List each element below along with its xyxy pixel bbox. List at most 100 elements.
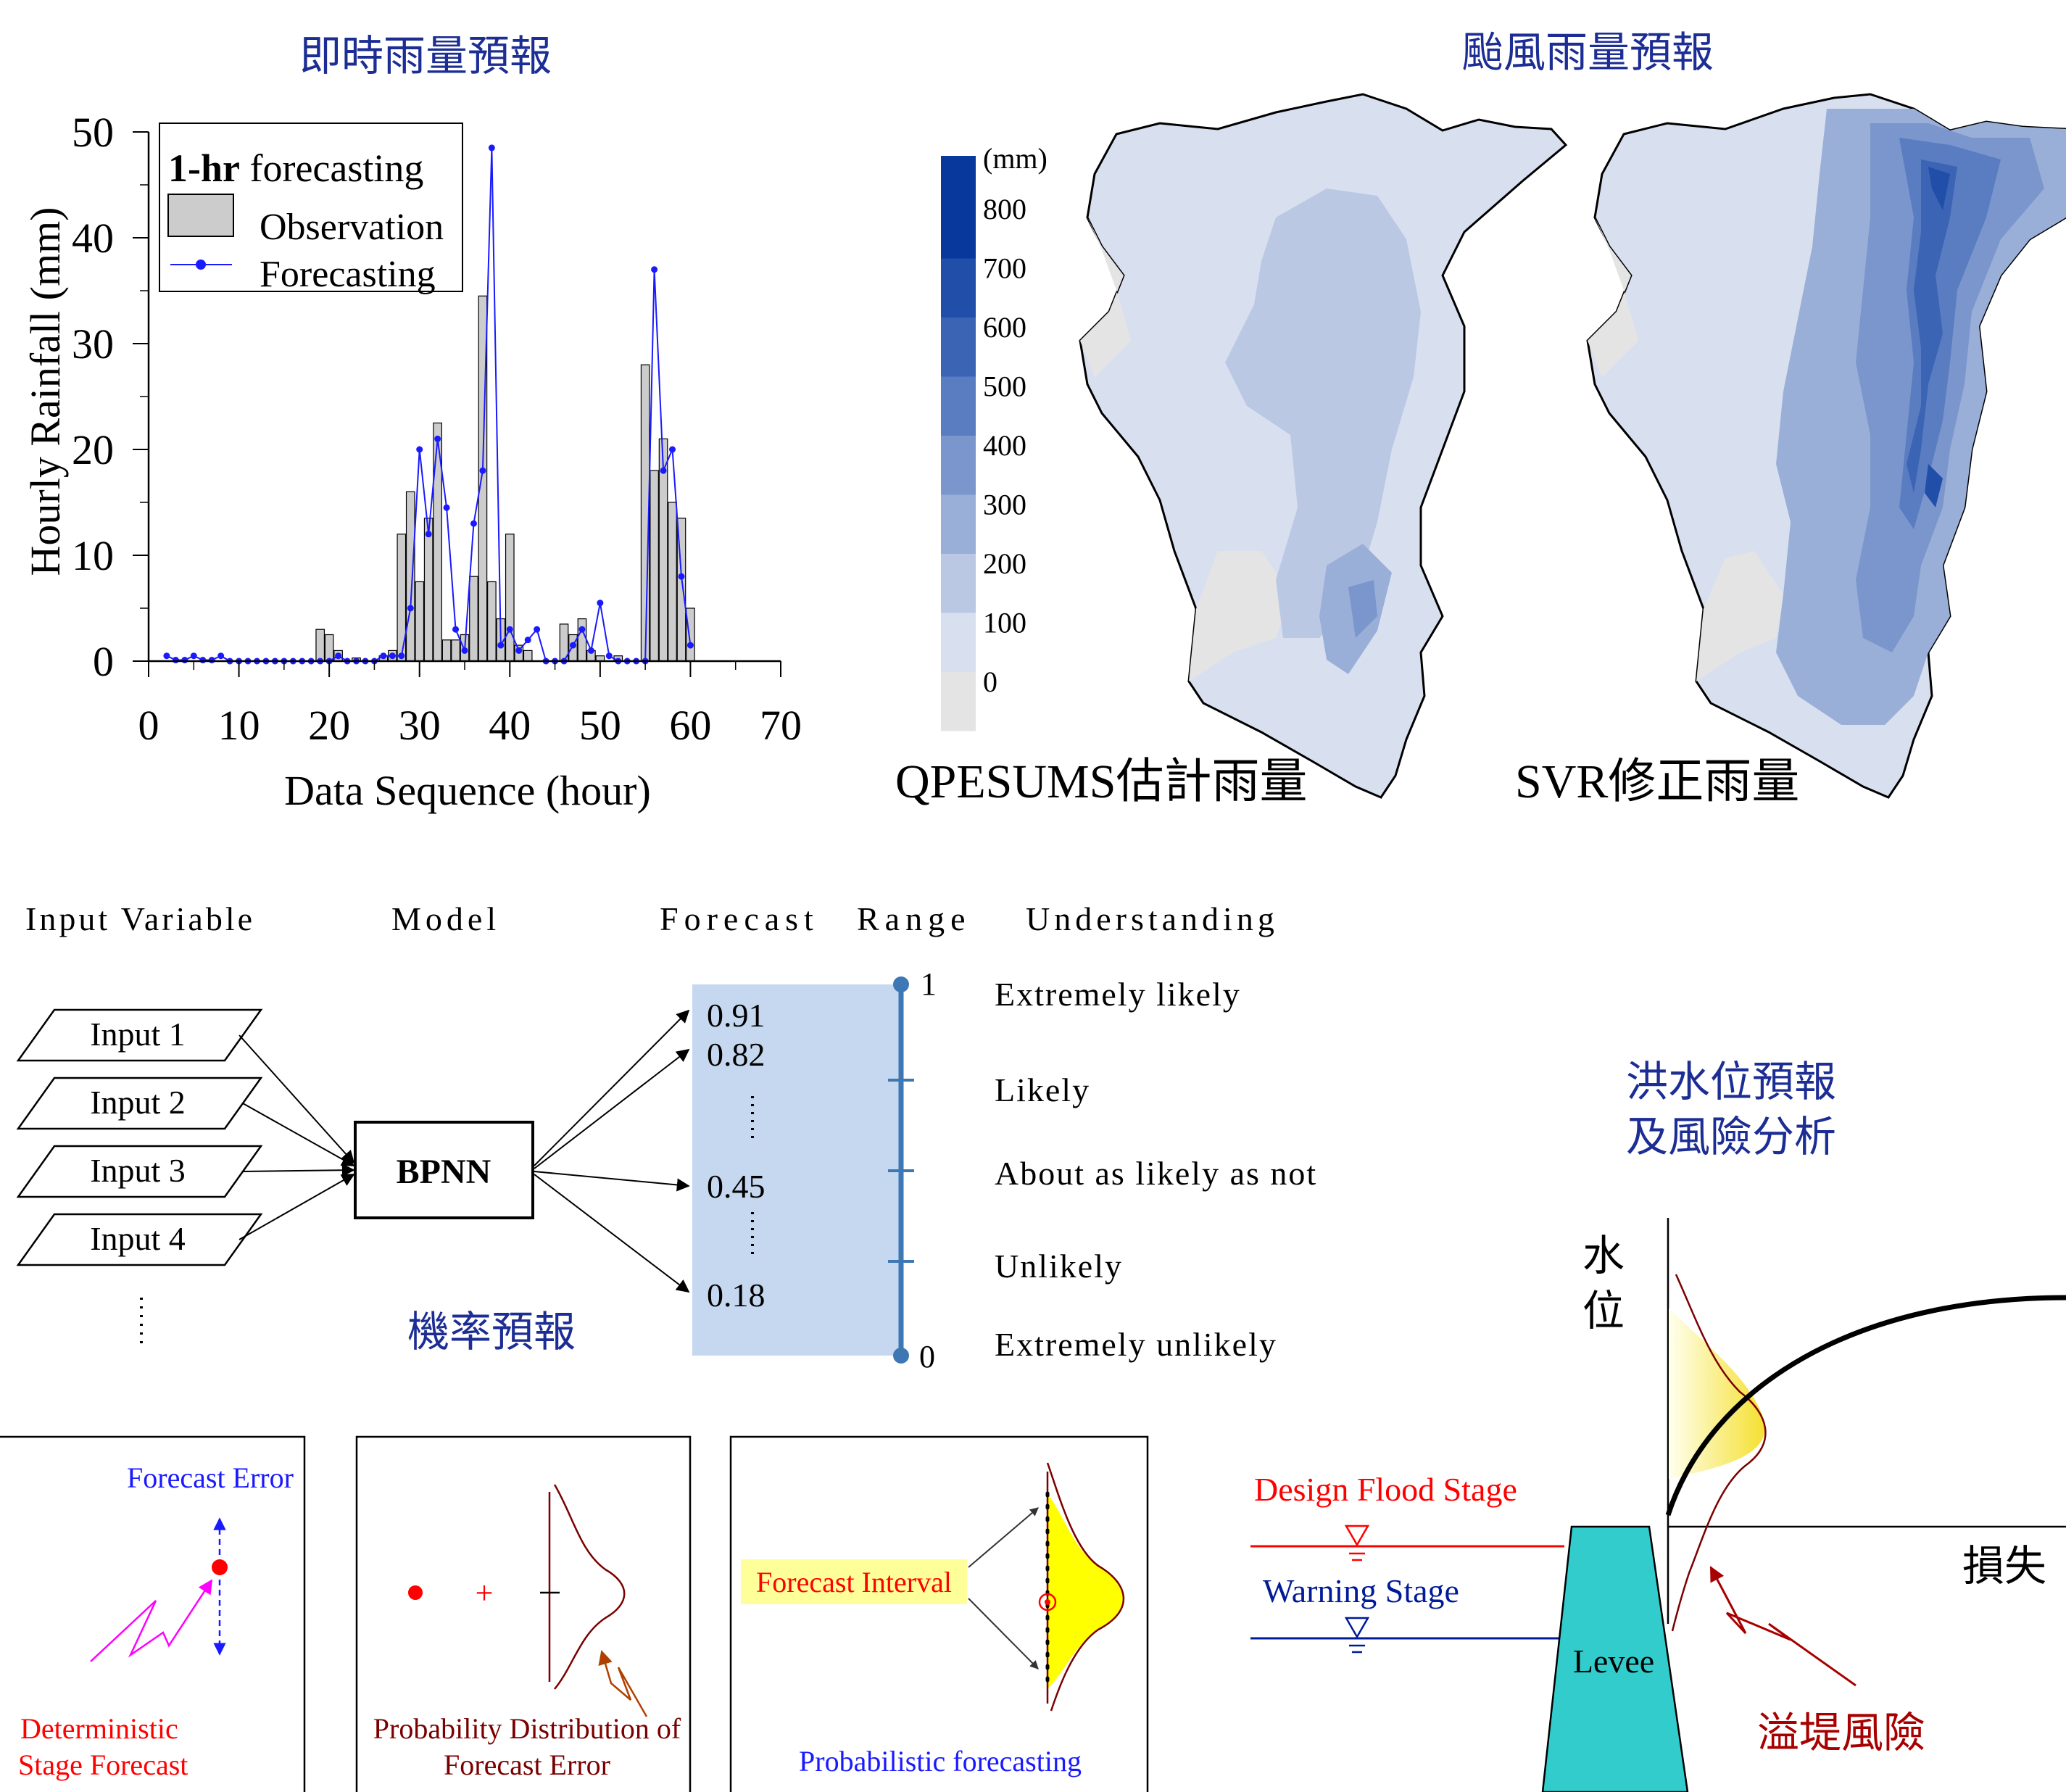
observation-bar [324,634,334,662]
observation-bar [469,576,478,662]
colorbar-swatch [941,258,976,318]
x-tick-label: 0 [138,702,159,749]
y-ticks: 0 10 20 30 40 50 [72,109,149,685]
panel1-forecast-point [212,1559,228,1575]
forecasting-point [335,652,342,660]
bpnn-label: BPNN [397,1153,491,1191]
y-tick-label: 0 [93,638,114,685]
forecasting-point [651,266,658,273]
panel2-pointer-arrow [598,1650,648,1717]
colorbar-swatch [941,554,976,613]
colorbar-swatch [941,672,976,731]
forecasting-point [380,652,387,660]
observation-bar [505,534,515,662]
colorbar-swatch [941,613,976,672]
svr-map: SVR修正雨量 [1515,93,2066,808]
rainfall-colorbar: (mm) 800 700 600 500 400 300 200 100 0 [941,142,1047,731]
forecasting-point [569,642,576,649]
forecasting-point [407,605,414,612]
levee-body [1541,1525,1689,1792]
forecasting-point [190,652,197,660]
forecast-value-018: 0.18 [707,1277,766,1314]
panel1-det-line1: Deterministic [20,1712,178,1745]
forecasting-point [534,626,541,633]
forecasting-point [506,626,513,633]
panel3-frame [729,1435,1149,1792]
forecasting-point [425,531,432,538]
x-axis-label: Data Sequence (hour) [284,767,651,814]
qpesums-zone-400 [1348,580,1377,638]
title-instant-rainfall: 即時雨量預報 [299,31,552,80]
input-3-box [16,1145,263,1198]
forecasting-point [389,652,396,660]
forecasting-point [605,652,613,660]
x-tick-label: 40 [489,702,531,749]
levee-label: Levee [1573,1643,1654,1680]
map-label-qpesums: QPESUMS估計雨量 [895,755,1307,808]
panel3-label: Probabilistic forecasting [799,1745,1082,1778]
panel2-distribution-curve [553,1484,626,1690]
range-bottom-dot [893,1348,909,1364]
legend-box [159,123,463,292]
colorbar-swatch [941,436,976,495]
x-tick-label: 50 [579,702,621,749]
colorbar-labels: 800 700 600 500 400 300 200 100 0 [983,193,1026,698]
panel-deterministic: Forecast Error Deterministic Stage Forec… [0,1435,306,1792]
forecasting-point [443,504,450,511]
forecasting-point [597,600,604,607]
overtopping-risk-label: 溢堤風險 [1757,1708,1925,1757]
understanding-extremely-likely: Extremely likely [995,976,1241,1013]
legend-observation-label: Observation [260,207,444,248]
colorbar-unit: (mm) [983,142,1047,175]
stage-distribution-fill [1669,1308,1765,1479]
range-bottom-label: 0 [919,1339,935,1374]
colorbar-tick-label: 600 [983,311,1026,344]
legend-forecasting-marker [196,260,206,270]
forecasting-point [398,652,405,660]
header-input-variable: Input Variable [25,900,255,937]
arrow-bpnn-091 [534,1009,690,1166]
panel2-frame [355,1435,692,1792]
forecasting-point [686,642,694,649]
forecasting-point [416,446,423,453]
forecasting-point [217,652,225,660]
panel3-interval-label-box [741,1559,967,1604]
title-typhoon-rainfall: 颱風雨量預報 [1461,28,1714,77]
arrow-bpnn-082 [534,1048,690,1169]
arrow-input2-bpnn [242,1103,355,1166]
forecasting-point [497,642,505,649]
observation-bar [441,639,452,662]
qpesums-zone-200 [1225,188,1421,638]
observation-bar [423,518,433,662]
forecasting-point [488,144,495,152]
y-tick-label: 40 [72,215,114,262]
arrow-bpnn-045 [534,1171,690,1192]
panel1-det-line2: Stage Forecast [18,1749,188,1781]
y-tick-label: 20 [72,426,114,473]
panel1-forecast-error-label: Forecast Error [127,1461,294,1494]
stage-axis-label-char1: 水 [1582,1231,1625,1280]
panel2-label-line2: Forecast Error [444,1749,610,1781]
observation-bar [415,581,425,662]
qpesums-map: QPESUMS估計雨量 [895,93,1568,808]
svr-zone-400 [1856,123,2044,652]
stage-distribution-curve [1671,1274,1767,1632]
input-3-label: Input 3 [90,1152,186,1189]
input-2-box [16,1077,263,1130]
understanding-unlikely: Unlikely [995,1248,1123,1285]
colorbar-swatch [941,199,976,259]
input-2-label: Input 2 [90,1084,186,1121]
forecasting-point [479,467,486,474]
header-range: Range [857,900,971,937]
bpnn-box [354,1121,534,1219]
colorbar-tick-label: 400 [983,429,1026,462]
qpesums-low-zone-south [1189,551,1290,681]
arrow-input1-bpnn [238,1034,355,1164]
input-4-box [16,1213,263,1266]
observation-bar [487,581,497,662]
svr-zone-600 [1907,159,1957,493]
panel2-label-line1: Probability Distribution of [373,1712,681,1745]
arrow-bpnn-018 [534,1174,690,1293]
design-flood-stage-label: Design Flood Stage [1254,1471,1517,1508]
